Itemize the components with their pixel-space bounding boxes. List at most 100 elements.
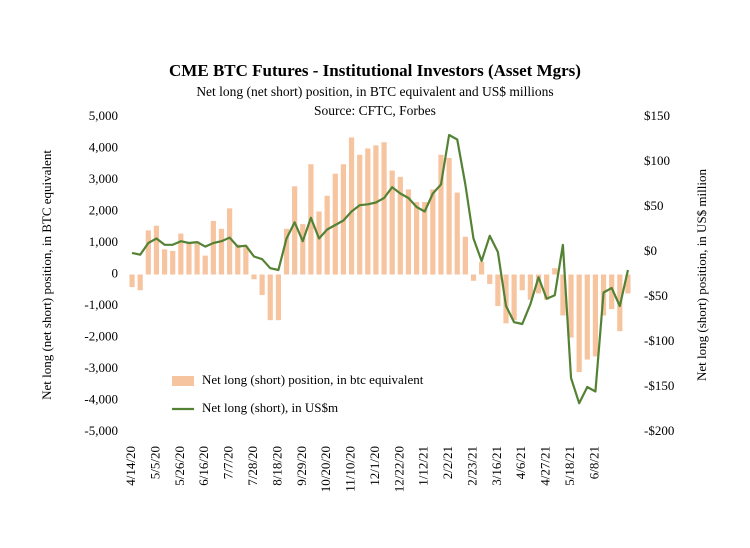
bar bbox=[194, 241, 200, 275]
x-tick-label: 2/23/21 bbox=[464, 446, 479, 486]
bar bbox=[462, 236, 468, 275]
chart-subtitle: Net long (net short) position, in BTC eq… bbox=[196, 84, 553, 99]
bar bbox=[292, 186, 298, 275]
y2-tick-label: $0 bbox=[644, 243, 657, 258]
bar bbox=[316, 211, 322, 275]
x-tick-label: 8/18/20 bbox=[269, 446, 284, 486]
x-tick-label: 3/16/21 bbox=[489, 446, 504, 486]
bar bbox=[365, 148, 371, 275]
x-tick-label: 6/16/20 bbox=[196, 446, 211, 486]
x-tick-label: 4/27/21 bbox=[538, 446, 553, 486]
legend-label: Net long (short) position, in btc equiva… bbox=[202, 372, 424, 387]
x-tick-label: 12/1/20 bbox=[367, 446, 382, 486]
bar bbox=[300, 224, 306, 275]
x-tick-label: 7/28/20 bbox=[245, 446, 260, 486]
bar bbox=[153, 225, 160, 275]
bar bbox=[267, 274, 273, 321]
y-tick-label: 4,000 bbox=[89, 139, 118, 154]
bar bbox=[479, 261, 485, 275]
y2-tick-label: -$150 bbox=[644, 378, 674, 393]
y2-tick-label: -$50 bbox=[644, 288, 668, 303]
bar bbox=[202, 255, 208, 275]
y2-tick-label: $50 bbox=[644, 198, 664, 213]
y-axis-title: Net long (net short) position, in BTC eq… bbox=[39, 150, 54, 400]
x-tick-label: 7/7/20 bbox=[221, 446, 236, 479]
line bbox=[131, 133, 630, 405]
y-tick-label: -1,000 bbox=[84, 297, 118, 312]
y-tick-label: 1,000 bbox=[89, 234, 118, 249]
x-tick-label: 12/22/20 bbox=[391, 446, 406, 492]
bar bbox=[275, 274, 281, 321]
bar bbox=[137, 274, 143, 291]
y-tick-label: -4,000 bbox=[84, 391, 118, 406]
bar bbox=[576, 274, 582, 373]
bar bbox=[584, 274, 590, 360]
bar bbox=[259, 274, 265, 295]
x-tick-label: 4/14/20 bbox=[123, 446, 138, 486]
y2-tick-label: -$200 bbox=[644, 423, 674, 438]
bar bbox=[609, 274, 615, 310]
bar bbox=[227, 208, 233, 275]
bar bbox=[405, 189, 412, 275]
y-tick-label: -2,000 bbox=[84, 328, 118, 343]
bar bbox=[446, 157, 452, 275]
y-tick-label: 2,000 bbox=[89, 202, 118, 217]
y-tick-label: 5,000 bbox=[89, 108, 118, 123]
bar bbox=[438, 154, 444, 275]
bar bbox=[283, 228, 290, 275]
bar bbox=[235, 244, 241, 275]
bar bbox=[470, 274, 477, 281]
bar bbox=[251, 274, 257, 280]
bar bbox=[592, 274, 599, 357]
y2-tick-label: -$100 bbox=[644, 333, 674, 348]
bar bbox=[397, 176, 403, 275]
bar bbox=[324, 195, 330, 275]
bar bbox=[519, 274, 525, 291]
legend-swatch bbox=[172, 376, 194, 386]
bar bbox=[170, 250, 176, 275]
bar bbox=[161, 249, 168, 275]
bar bbox=[243, 246, 249, 275]
bar bbox=[552, 268, 558, 275]
x-tick-label: 1/12/21 bbox=[416, 446, 431, 486]
x-tick-label: 5/18/21 bbox=[562, 446, 577, 486]
y2-axis-title: Net long (short) position, in US$ millio… bbox=[694, 169, 709, 381]
bar bbox=[544, 274, 550, 300]
chart-source: Source: CFTC, Forbes bbox=[314, 103, 436, 118]
bar bbox=[348, 137, 355, 275]
bar bbox=[560, 274, 566, 316]
y2-tick-label: $100 bbox=[644, 153, 670, 168]
bar bbox=[422, 202, 428, 275]
y2-tick-label: $150 bbox=[644, 108, 670, 123]
bar bbox=[487, 274, 493, 284]
y-tick-label: -3,000 bbox=[84, 360, 118, 375]
bar bbox=[145, 230, 151, 275]
x-tick-label: 5/26/20 bbox=[172, 446, 187, 486]
bar bbox=[381, 142, 387, 275]
bar bbox=[186, 243, 192, 275]
bar bbox=[357, 154, 363, 275]
bar bbox=[535, 274, 542, 294]
x-tick-label: 6/8/21 bbox=[586, 446, 601, 479]
x-tick-label: 4/6/21 bbox=[513, 446, 528, 479]
x-tick-label: 5/5/20 bbox=[147, 446, 162, 479]
legend-label: Net long (short), in US$m bbox=[202, 400, 338, 415]
bar bbox=[430, 189, 436, 275]
bar bbox=[511, 274, 517, 321]
x-tick-label: 10/20/20 bbox=[318, 446, 333, 492]
bar bbox=[218, 228, 225, 275]
bar bbox=[527, 274, 533, 300]
chart-title: CME BTC Futures - Institutional Investor… bbox=[169, 61, 581, 80]
bar bbox=[625, 274, 631, 294]
bar bbox=[413, 202, 420, 275]
bar bbox=[389, 170, 395, 275]
y-tick-label: 3,000 bbox=[89, 171, 118, 186]
bar bbox=[129, 274, 135, 288]
y-tick-label: 0 bbox=[112, 265, 119, 280]
y-tick-label: -5,000 bbox=[84, 423, 118, 438]
bar bbox=[495, 274, 501, 306]
bar bbox=[210, 220, 216, 275]
bar bbox=[373, 145, 379, 275]
x-tick-label: 2/2/21 bbox=[440, 446, 455, 479]
